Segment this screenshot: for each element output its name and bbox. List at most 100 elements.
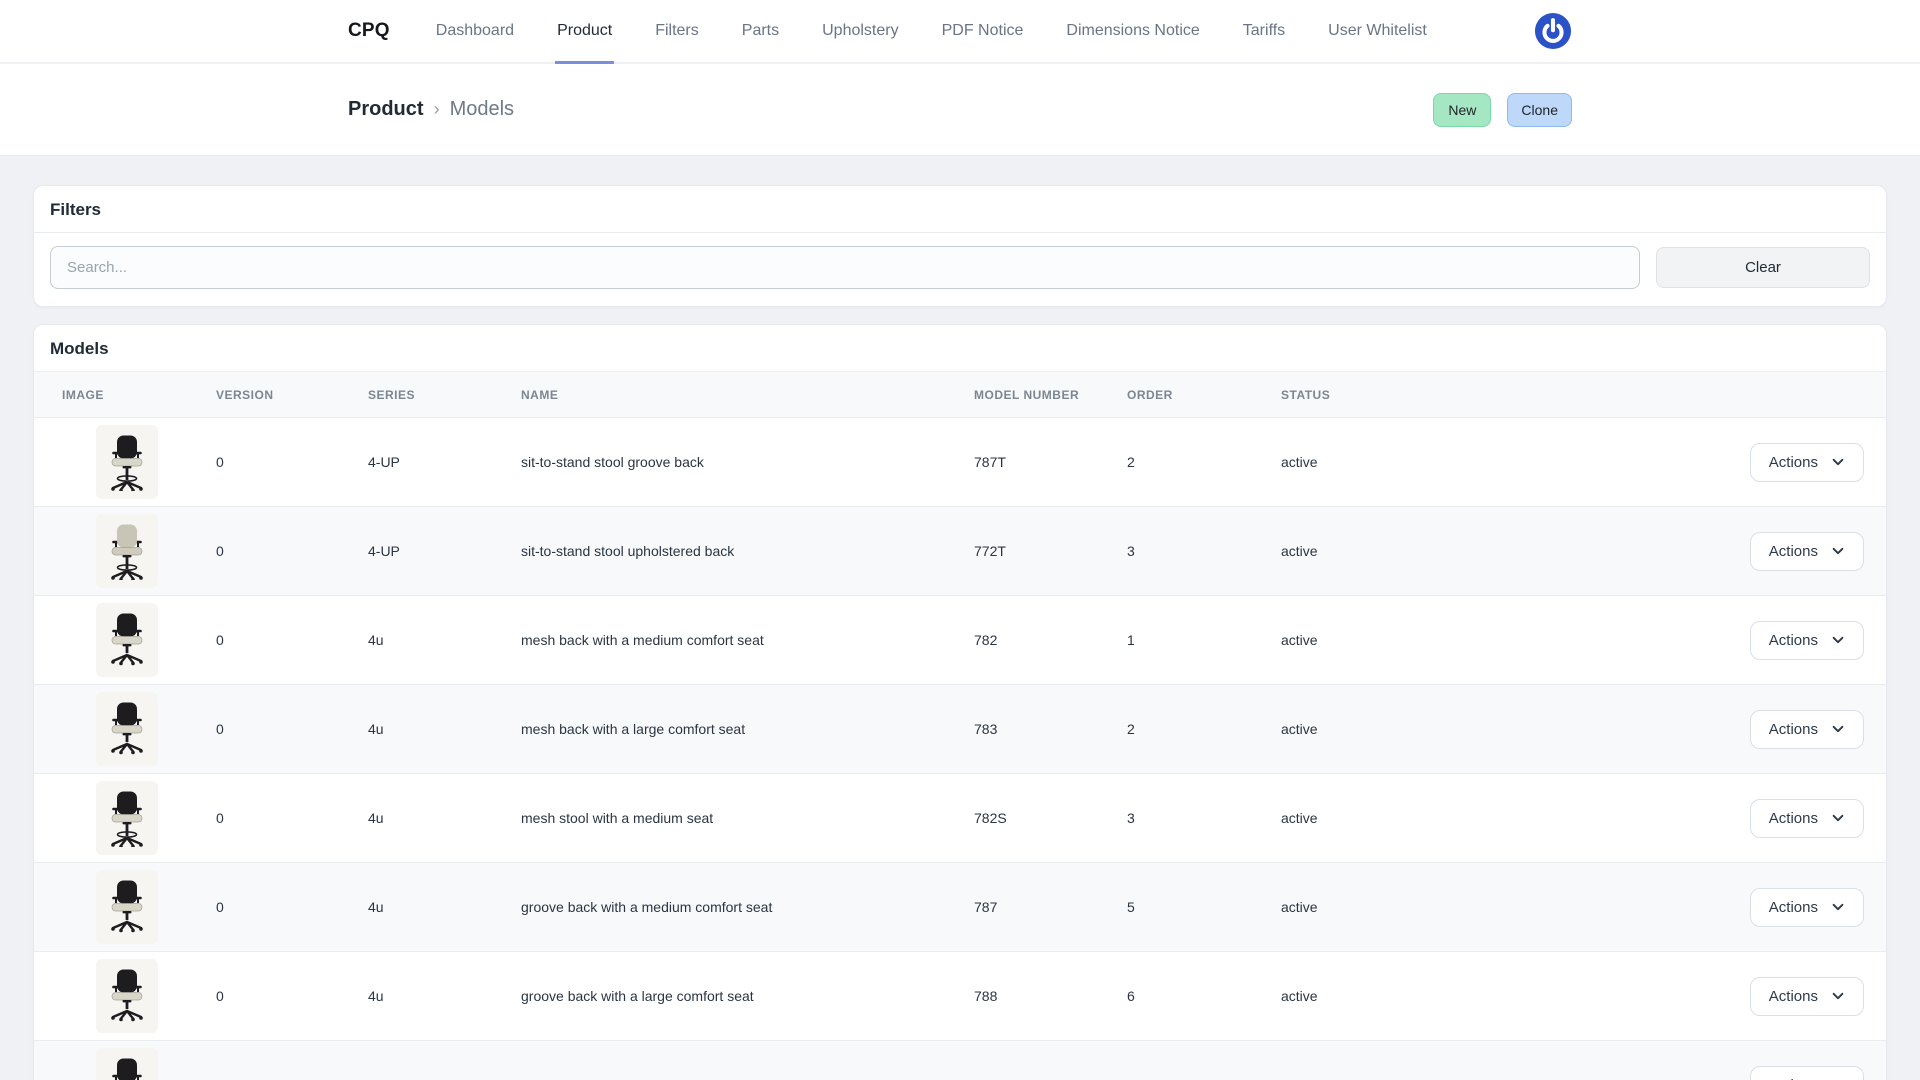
table-row: 0 4u groove back with a large comfort se… bbox=[34, 951, 1886, 1041]
model-image-chair-black bbox=[96, 870, 158, 944]
cell-name: mesh back with a medium comfort seat bbox=[493, 595, 946, 685]
cell-name: mesh back with a large comfort seat bbox=[493, 684, 946, 774]
column-header-actions bbox=[1633, 371, 1886, 418]
nav-item-dimensions-notice[interactable]: Dimensions Notice bbox=[1066, 22, 1200, 39]
cell-series bbox=[340, 1040, 493, 1080]
chevron-down-icon bbox=[1832, 636, 1844, 644]
chevron-down-icon bbox=[1832, 992, 1844, 1000]
cell-order: 1 bbox=[1099, 595, 1253, 685]
app-brand[interactable]: CPQ bbox=[348, 20, 390, 41]
nav-item-parts[interactable]: Parts bbox=[741, 22, 780, 39]
model-image-stool-black bbox=[96, 781, 158, 855]
column-header-image: IMAGE bbox=[34, 371, 188, 418]
cell-model-number: 787 bbox=[946, 862, 1099, 952]
filters-card: Filters Clear bbox=[33, 185, 1887, 307]
top-nav: CPQ Dashboard Product Filters Parts Upholste… bbox=[0, 0, 1920, 64]
actions-button[interactable]: Actions bbox=[1749, 709, 1864, 749]
cell-order: 6 bbox=[1099, 951, 1253, 1041]
chevron-down-icon bbox=[1832, 725, 1844, 733]
cell-model-number: 782 bbox=[946, 595, 1099, 685]
actions-button[interactable]: Actions bbox=[1749, 887, 1864, 927]
status-badge: active bbox=[1281, 454, 1318, 470]
cell-series: 4u bbox=[340, 773, 493, 863]
nav-item-filters[interactable]: Filters bbox=[655, 22, 699, 39]
nav-item-dashboard[interactable]: Dashboard bbox=[435, 22, 515, 39]
table-row: 0 4u mesh stool with a medium seat 782S … bbox=[34, 773, 1886, 863]
cell-model-number: 772T bbox=[946, 506, 1099, 596]
actions-button[interactable]: Actions bbox=[1749, 531, 1864, 571]
cell-name: groove back with a medium comfort seat bbox=[493, 862, 946, 952]
clone-button[interactable]: Clone bbox=[1507, 92, 1572, 127]
status-badge: active bbox=[1253, 862, 1633, 952]
actions-button[interactable]: Actions bbox=[1749, 442, 1864, 482]
cell-order: 5 bbox=[1099, 862, 1253, 952]
cell-series: 4u bbox=[340, 951, 493, 1041]
cell-series: 4-UP bbox=[340, 506, 493, 596]
cell-series: 4u bbox=[340, 862, 493, 952]
nav-spacer bbox=[1429, 0, 1534, 62]
table-header-row: IMAGE VERSION SERIES NAME MODEL NUMBER ORDER S… bbox=[34, 371, 1886, 418]
power-icon[interactable] bbox=[1534, 12, 1572, 50]
chevron-down-icon bbox=[1832, 903, 1844, 911]
actions-button[interactable]: Actions bbox=[1749, 798, 1864, 838]
cell-model-number: 782S bbox=[946, 773, 1099, 863]
nav-item-user-whitelist[interactable]: User Whitelist bbox=[1328, 22, 1427, 39]
cell-series: 4u bbox=[340, 595, 493, 685]
cell-version: 0 bbox=[188, 862, 340, 952]
models-card-title: Models bbox=[50, 339, 109, 358]
actions-button-label: Actions bbox=[1768, 720, 1818, 738]
page-header: Product › Models New Clone bbox=[0, 64, 1920, 156]
status-badge: active bbox=[1253, 684, 1633, 774]
header-buttons: New Clone bbox=[1433, 92, 1572, 127]
actions-button[interactable]: Actions bbox=[1749, 1065, 1864, 1080]
model-image-chair-black bbox=[96, 692, 158, 766]
breadcrumb-parent[interactable]: Product bbox=[348, 98, 424, 120]
table-row: 0 4u mesh back with a large comfort seat… bbox=[34, 684, 1886, 774]
models-table: IMAGE VERSION SERIES NAME MODEL NUMBER ORDER S… bbox=[34, 371, 1886, 1080]
cell-order: 3 bbox=[1099, 773, 1253, 863]
cell-name: sit-to-stand stool upholstered back bbox=[493, 506, 946, 596]
table-row: 0 4-UP sit-to-stand stool groove back 78… bbox=[34, 418, 1886, 507]
nav-item-upholstery[interactable]: Upholstery bbox=[822, 22, 899, 39]
actions-button-label: Actions bbox=[1768, 809, 1818, 827]
cell-series: 4u bbox=[340, 684, 493, 774]
column-header-status: STATUS bbox=[1253, 371, 1633, 418]
cell-version: 0 bbox=[188, 951, 340, 1041]
status-badge: active bbox=[1253, 506, 1633, 596]
cell-version: 0 bbox=[188, 773, 340, 863]
nav-item-pdf-notice[interactable]: PDF Notice bbox=[941, 22, 1024, 39]
status-badge bbox=[1253, 1040, 1633, 1080]
breadcrumb: Product › Models bbox=[348, 98, 514, 121]
actions-button-label: Actions bbox=[1768, 898, 1818, 916]
nav-item-tariffs[interactable]: Tariffs bbox=[1242, 22, 1286, 39]
new-button[interactable]: New bbox=[1433, 92, 1492, 127]
table-row: 0 4u mesh back with a medium comfort sea… bbox=[34, 595, 1886, 685]
chevron-down-icon bbox=[1832, 458, 1844, 466]
cell-version: 0 bbox=[216, 454, 224, 470]
cell-order: 3 bbox=[1099, 506, 1253, 596]
status-badge: active bbox=[1253, 595, 1633, 685]
main-content: Filters Clear Models IMAGEVERSIONSERIESN… bbox=[0, 156, 1920, 1080]
actions-button-label: Actions bbox=[1768, 453, 1818, 471]
actions-button-label: Actions bbox=[1769, 1077, 1818, 1080]
column-header-series: SERIES bbox=[340, 371, 493, 418]
model-image-stool-black bbox=[96, 425, 158, 499]
chevron-down-icon bbox=[1832, 547, 1844, 555]
cell-order: 2 bbox=[1099, 684, 1253, 774]
clear-button[interactable]: Clear bbox=[1656, 247, 1870, 288]
cell-name: groove back with a large comfort seat bbox=[493, 951, 946, 1041]
status-badge: active bbox=[1253, 773, 1633, 863]
cell-model-number: 783 bbox=[946, 684, 1099, 774]
column-header-order: ORDER bbox=[1099, 371, 1253, 418]
table-row: 0 4u groove back with a medium comfort s… bbox=[34, 862, 1886, 952]
actions-button[interactable]: Actions bbox=[1749, 976, 1864, 1016]
cell-name: mesh stool with a medium seat bbox=[493, 773, 946, 863]
search-input[interactable] bbox=[50, 246, 1640, 289]
nav-item-product[interactable]: Product bbox=[555, 0, 615, 64]
cell-model-number: 788 bbox=[946, 951, 1099, 1041]
cell-version: 0 bbox=[188, 595, 340, 685]
column-header-name: NAME bbox=[493, 371, 946, 418]
status-badge: active bbox=[1253, 951, 1633, 1041]
actions-button[interactable]: Actions bbox=[1749, 620, 1864, 660]
cell-order bbox=[1099, 1040, 1253, 1080]
